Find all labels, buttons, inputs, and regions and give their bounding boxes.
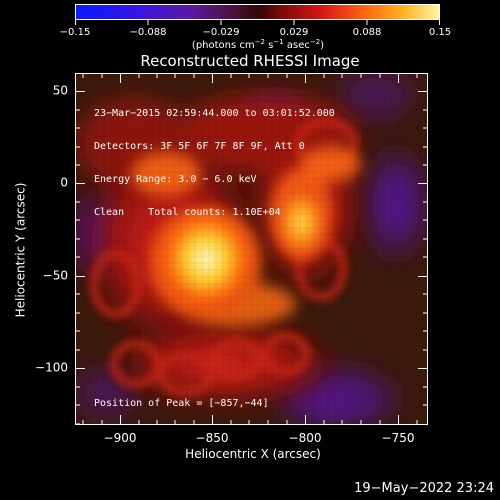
colorbar-unit-label: (photons cm−2 s−1 asec−2)	[191, 38, 325, 52]
colorbar-tick-label: 0.15	[428, 27, 452, 38]
image-title: Reconstructed RHESSI Image	[140, 52, 360, 70]
generation-date: 19−May−2022 23:24	[354, 481, 494, 496]
colorbar-tick-label: −0.088	[129, 27, 167, 38]
y-tick-label: 0	[60, 175, 68, 190]
detectors-text: Detectors: 3F 5F 6F 7F 8F 9F, Att 0	[94, 141, 305, 152]
colorbar-ticks	[75, 19, 440, 25]
colorbar-tick-label: 0.029	[279, 27, 309, 38]
y-tick-label: 50	[52, 83, 68, 98]
rhessi-image	[75, 73, 428, 425]
x-tick-label: −800	[288, 431, 322, 445]
y-axis-label: Heliocentric Y (arcsec)	[13, 182, 28, 318]
colorbar-tick-label: −0.029	[202, 27, 240, 38]
axis-ticks	[75, 73, 428, 425]
y-tick-label: −50	[42, 268, 68, 283]
colorbar-tick-label: 0.088	[352, 27, 382, 38]
peak-position-text: Position of Peak = [−857,−44]	[94, 398, 269, 409]
x-tick-label: −750	[381, 431, 415, 445]
colorbar-tick-label: −0.15	[59, 27, 91, 38]
x-tick-label: −900	[103, 431, 137, 445]
rhessi-image-render	[76, 74, 427, 424]
y-tick-label: −100	[35, 360, 68, 375]
time-range-text: 23−Mar−2015 02:59:44.000 to 03:01:52.000	[94, 108, 335, 119]
energy-range-text: Energy Range: 3.0 − 6.0 keV	[94, 174, 257, 185]
image-annotations: 23−Mar−2015 02:59:44.000 to 03:01:52.000…	[94, 86, 335, 229]
x-tick-label: −850	[195, 431, 229, 445]
colorbar	[75, 4, 440, 20]
clean-counts-text: Clean Total counts: 1.10E+04	[94, 207, 281, 218]
x-axis-label: Heliocentric X (arcsec)	[185, 447, 321, 461]
